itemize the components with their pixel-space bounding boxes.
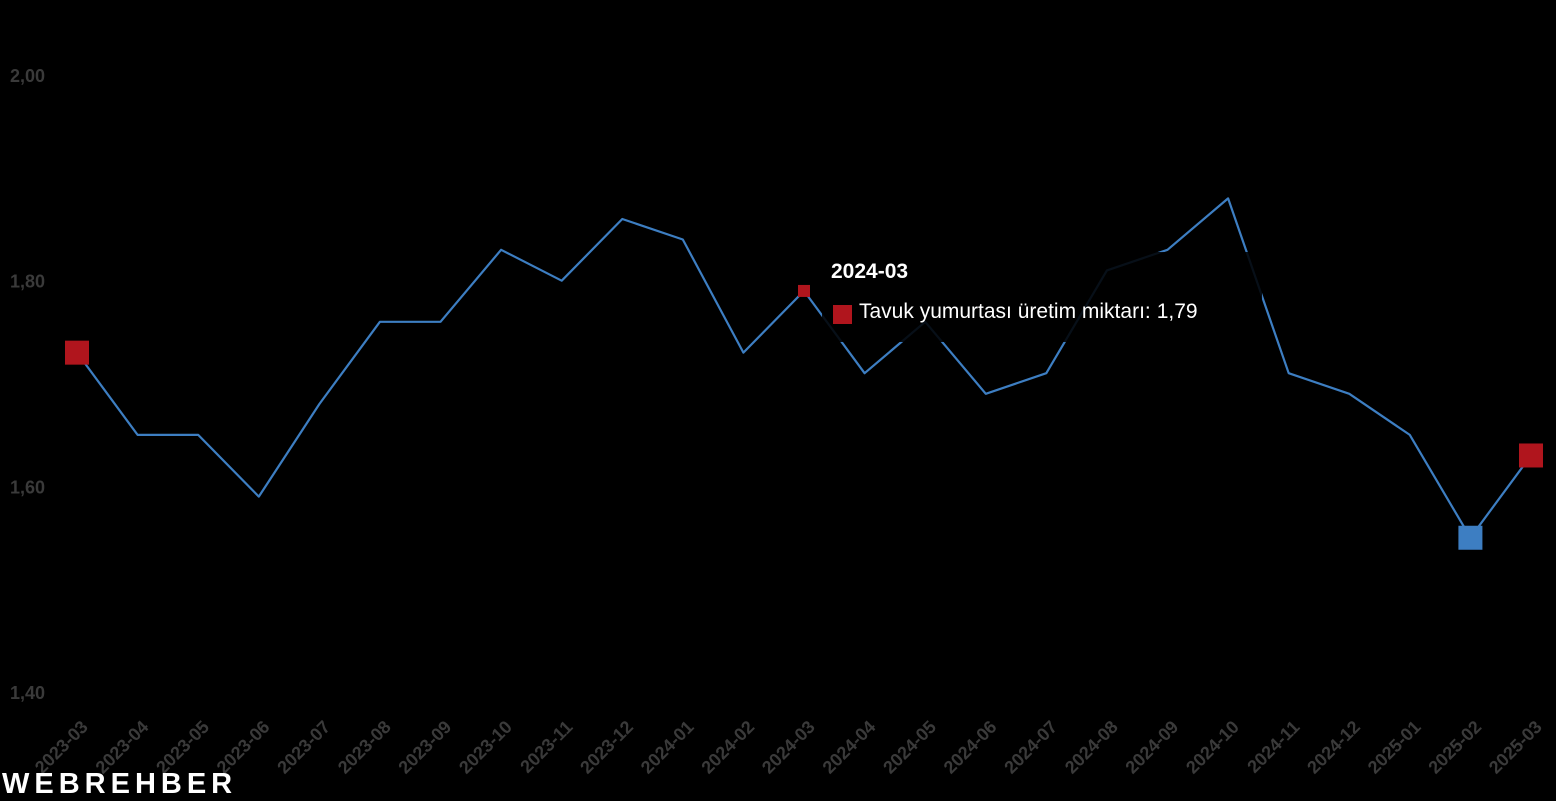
x-tick-label: 2025-03 — [1485, 717, 1546, 778]
series-line-tavuk-yumurtasi — [76, 197, 1532, 539]
x-axis: 2023-03 2023-04 2023-05 2023-06 2023-07 2023-… — [31, 717, 1546, 778]
series-markers — [65, 284, 1543, 550]
tooltip-series-label: Tavuk yumurtası üretim miktarı: — [859, 300, 1151, 323]
x-tick-label: 2024-03 — [758, 717, 819, 778]
x-tick-label: 2024-06 — [940, 717, 1001, 778]
x-tick-label: 2024-11 — [1243, 717, 1303, 777]
webrehber-logo: WEBREHBER — [2, 768, 238, 800]
data-point-marker[interactable] — [1458, 525, 1483, 550]
x-tick-label: 2023-09 — [394, 717, 455, 778]
y-axis: 1,40 1,60 1,80 2,00 — [10, 66, 45, 703]
x-tick-label: 2023-11 — [516, 717, 576, 777]
tooltip-series-marker — [833, 305, 852, 324]
x-tick-label: 2025-01 — [1364, 717, 1425, 778]
x-tick-label: 2025-02 — [1424, 717, 1485, 778]
x-tick-label: 2023-12 — [576, 717, 637, 778]
y-tick-label: 1,80 — [10, 272, 45, 292]
x-tick-label: 2024-08 — [1061, 717, 1122, 778]
y-tick-label: 1,40 — [10, 683, 45, 703]
y-tick-label: 2,00 — [10, 66, 45, 86]
x-tick-label: 2023-07 — [273, 717, 334, 778]
y-tick-label: 1,60 — [10, 477, 45, 497]
x-tick-label: 2024-12 — [1303, 717, 1364, 778]
data-point-marker[interactable] — [798, 284, 810, 297]
x-tick-label: 2023-08 — [334, 717, 395, 778]
x-tick-label: 2023-10 — [455, 717, 516, 778]
x-tick-label: 2024-10 — [1182, 717, 1243, 778]
x-tick-label: 2024-01 — [637, 717, 698, 778]
tooltip-title: 2024-03 — [831, 260, 909, 283]
x-tick-label: 2024-05 — [879, 717, 940, 778]
x-tick-label: 2024-02 — [697, 717, 758, 778]
chart-tooltip: 2024-03 Tavuk yumurtası üretim miktarı: 1… — [822, 252, 1262, 342]
tooltip-body: Tavuk yumurtası üretim miktarı: 1,79 — [859, 300, 1198, 324]
data-point-marker[interactable] — [65, 340, 89, 365]
x-tick-label: 2024-09 — [1121, 717, 1182, 778]
data-point-marker[interactable] — [1519, 443, 1543, 468]
series-lines — [76, 197, 1532, 539]
x-tick-label: 2024-04 — [819, 717, 880, 778]
tooltip-value: 1,79 — [1156, 300, 1198, 323]
x-tick-label: 2024-07 — [1000, 717, 1061, 778]
